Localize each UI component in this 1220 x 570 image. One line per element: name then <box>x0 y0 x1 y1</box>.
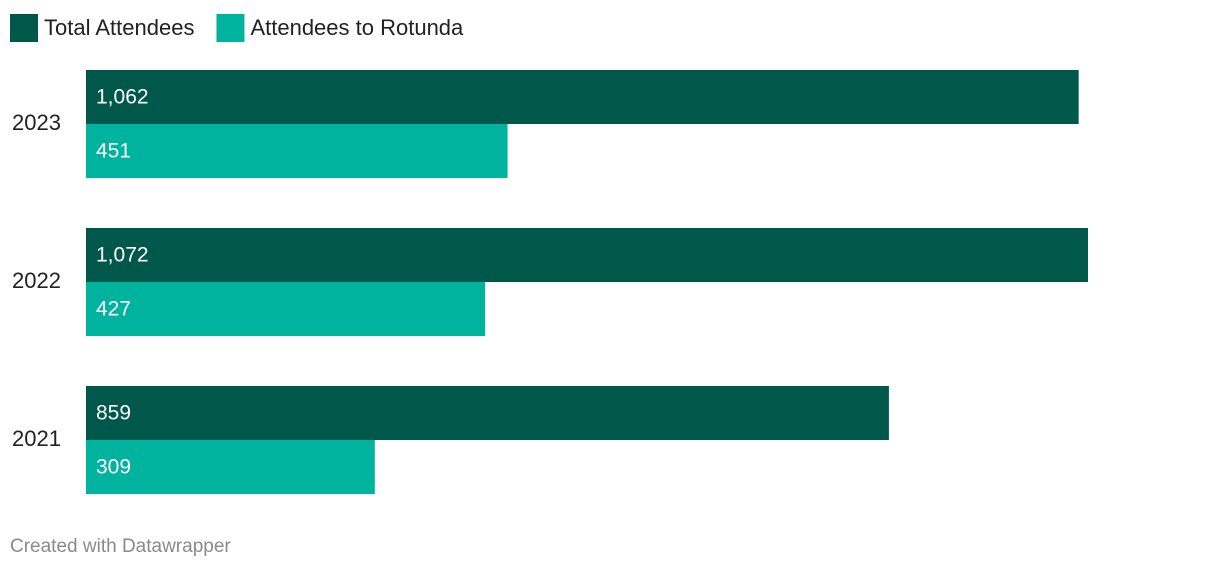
legend-text: Attendees to Rotunda <box>250 15 464 40</box>
bar <box>86 440 375 494</box>
bar-label: 427 <box>96 298 131 321</box>
category-label: 2022 <box>12 268 61 293</box>
legend-text: Total Attendees <box>44 15 194 40</box>
bar-label: 1,072 <box>96 244 149 267</box>
bar-label: 1,062 <box>96 86 149 109</box>
bar <box>86 282 486 336</box>
bar-label: 451 <box>96 140 131 163</box>
credit: Created with Datawrapper <box>10 536 231 557</box>
bar-label: 309 <box>96 456 131 479</box>
bar <box>86 386 889 440</box>
bar <box>86 124 508 178</box>
bar <box>86 70 1079 124</box>
category-label: 2021 <box>12 426 61 451</box>
bar <box>86 228 1088 282</box>
legend-swatch <box>216 14 245 42</box>
category-label: 2023 <box>12 110 61 135</box>
legend-swatch <box>10 14 38 42</box>
bar-label: 859 <box>96 402 131 425</box>
